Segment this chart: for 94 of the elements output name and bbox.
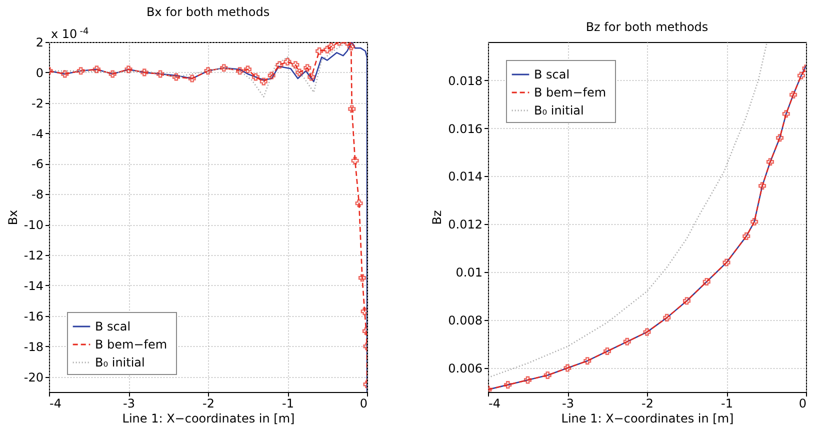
point bbox=[204, 67, 212, 75]
point bbox=[524, 376, 532, 384]
y-tick-label: -14 bbox=[24, 278, 44, 293]
x-tick-label: 0 bbox=[798, 396, 806, 410]
y-tick-label: 0.018 bbox=[448, 74, 482, 88]
y-tick-label: 2 bbox=[36, 36, 44, 50]
point bbox=[663, 314, 671, 322]
x-tick-label: -1 bbox=[721, 396, 733, 410]
point bbox=[244, 66, 252, 74]
point bbox=[358, 274, 366, 282]
y-tick-label: -10 bbox=[24, 218, 44, 232]
point bbox=[268, 72, 276, 80]
point bbox=[188, 74, 196, 82]
point bbox=[504, 381, 512, 389]
point bbox=[252, 73, 260, 81]
point bbox=[564, 364, 572, 372]
point bbox=[77, 67, 85, 75]
point bbox=[236, 67, 244, 75]
x-tick-label: 0 bbox=[360, 396, 368, 410]
legend-label: B₀ initial bbox=[534, 104, 584, 118]
y-tick-label: 0.01 bbox=[456, 266, 482, 280]
x-tick-label: -2 bbox=[642, 396, 654, 410]
point bbox=[92, 66, 100, 74]
x-tick-label: -4 bbox=[50, 396, 62, 410]
point bbox=[797, 72, 805, 80]
y-tick-label: 0.016 bbox=[448, 122, 482, 136]
y-tick-label: -18 bbox=[24, 340, 44, 354]
point bbox=[260, 78, 268, 86]
legend-label: B bem−fem bbox=[534, 86, 606, 100]
point bbox=[790, 90, 798, 98]
x-tick-label: -2 bbox=[202, 396, 214, 410]
y-tick-label: -6 bbox=[32, 157, 44, 172]
point bbox=[323, 46, 332, 54]
y-tick-label: 0 bbox=[36, 66, 44, 80]
point bbox=[603, 347, 612, 356]
point bbox=[758, 182, 766, 190]
point bbox=[308, 73, 316, 81]
chart-title: Bz for both methods bbox=[586, 20, 708, 34]
y-tick-label: -2 bbox=[32, 96, 44, 110]
legend-label: B₀ initial bbox=[95, 356, 145, 370]
y-tick-label: -12 bbox=[24, 248, 44, 263]
point bbox=[742, 232, 750, 240]
point bbox=[702, 278, 710, 286]
y-tick-label: 0.012 bbox=[448, 218, 482, 232]
line-series bbox=[488, 42, 768, 378]
point bbox=[722, 258, 730, 266]
point bbox=[360, 308, 367, 316]
x-axis-title: Line 1: X−coordinates in [m] bbox=[122, 412, 295, 426]
legend-label: B scal bbox=[95, 320, 131, 334]
y-axis-title: Bz bbox=[430, 210, 444, 225]
point bbox=[766, 158, 774, 166]
point bbox=[776, 134, 784, 142]
point bbox=[782, 110, 790, 118]
point bbox=[643, 328, 651, 336]
point bbox=[327, 42, 335, 50]
point bbox=[351, 156, 359, 164]
x-tick-label: -3 bbox=[123, 396, 135, 410]
point bbox=[355, 200, 363, 208]
point bbox=[172, 73, 180, 81]
point bbox=[316, 47, 324, 55]
text: x 10-4 bbox=[51, 27, 90, 41]
x-tick-label: -4 bbox=[488, 396, 500, 410]
x-tick-label: -3 bbox=[562, 396, 574, 410]
point bbox=[348, 105, 356, 113]
point bbox=[682, 297, 691, 305]
point bbox=[623, 338, 631, 346]
point bbox=[156, 70, 164, 78]
point bbox=[124, 66, 132, 74]
point bbox=[304, 64, 312, 72]
point bbox=[220, 64, 228, 72]
y-tick-label: -8 bbox=[32, 188, 44, 202]
y-tick-label: 0.008 bbox=[448, 314, 482, 328]
point bbox=[296, 68, 304, 76]
chart-title: Bx for both methods bbox=[146, 5, 270, 19]
point bbox=[292, 61, 300, 69]
point bbox=[284, 58, 292, 66]
y-axis-title: Bx bbox=[6, 210, 20, 226]
y-tick-label: -20 bbox=[24, 370, 44, 384]
point bbox=[108, 70, 116, 78]
point bbox=[544, 371, 552, 379]
legend-label: B bem−fem bbox=[95, 338, 168, 352]
point bbox=[276, 61, 284, 69]
y-tick-label: 0.006 bbox=[448, 362, 482, 376]
point bbox=[584, 357, 592, 365]
x-tick-label: -1 bbox=[282, 396, 294, 410]
point bbox=[347, 42, 355, 50]
x-axis-title: Line 1: X−coordinates in [m] bbox=[561, 412, 734, 426]
point bbox=[61, 70, 69, 78]
y-tick-label: 0.014 bbox=[448, 170, 482, 184]
legend-label: B scal bbox=[534, 68, 570, 82]
point bbox=[140, 68, 148, 76]
y-tick-label: -4 bbox=[32, 126, 44, 141]
point bbox=[750, 218, 758, 226]
y-tick-label: -16 bbox=[24, 309, 44, 324]
